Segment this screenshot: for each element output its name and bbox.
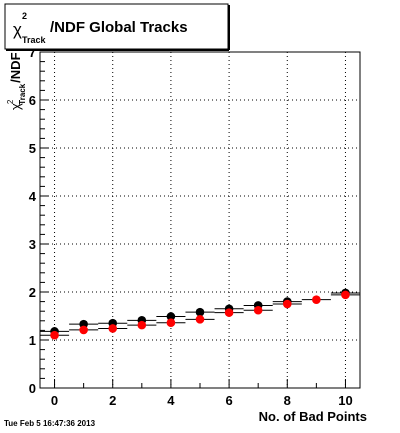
x-tick-label: 10: [338, 393, 352, 408]
y-title-chi: χ: [8, 103, 23, 110]
x-tick-label: 8: [284, 393, 291, 408]
data-point-black: [195, 307, 205, 317]
data-point-red: [50, 330, 59, 340]
y-tick-label: 3: [29, 237, 36, 252]
data-point-black: [166, 312, 176, 321]
y-title-main: /NDF: [8, 52, 23, 82]
plot-frame: [39, 51, 361, 389]
y-tick-label: 6: [29, 93, 36, 108]
y-title-sub: Track: [18, 83, 27, 104]
title-chi: χ: [13, 20, 22, 39]
data-point-red: [79, 325, 88, 335]
data-point-red: [195, 315, 205, 324]
data-point-red: [282, 299, 292, 309]
title-sub: Track: [22, 35, 47, 45]
data-point-red: [253, 305, 263, 315]
y-tick-label: 1: [29, 333, 36, 348]
data-point-red: [166, 318, 176, 328]
title-box: χ 2 Track /NDF Global Tracks: [4, 3, 230, 51]
timestamp-footer: Tue Feb 5 16:47:36 2013: [4, 419, 96, 428]
title-sup: 2: [22, 11, 27, 21]
data-point-red: [312, 295, 321, 304]
title-main: /NDF Global Tracks: [50, 19, 188, 36]
x-tick-label: 0: [51, 393, 58, 408]
grid-lines: [40, 52, 360, 388]
y-title-sup: 2: [6, 99, 15, 104]
data-point-red: [108, 324, 118, 333]
data-markers: [50, 288, 350, 340]
y-tick-label: 4: [29, 189, 37, 204]
axis-ticks: 0 1 2 3 4 5 6 7 0 2 4 6 8 10: [29, 45, 353, 408]
y-tick-label: 0: [29, 381, 36, 396]
x-tick-label: 6: [225, 393, 232, 408]
x-axis-title: No. of Bad Points: [259, 409, 367, 424]
x-tick-label: 4: [167, 393, 175, 408]
y-axis-title: χ2 Track/NDF: [6, 52, 27, 110]
data-point-red: [224, 308, 234, 317]
data-point-red: [137, 320, 147, 330]
y-tick-label: 5: [29, 141, 36, 156]
data-point-red: [341, 290, 350, 300]
y-tick-label: 2: [29, 285, 36, 300]
x-tick-label: 2: [109, 393, 116, 408]
y-tick-label: 7: [29, 45, 36, 60]
